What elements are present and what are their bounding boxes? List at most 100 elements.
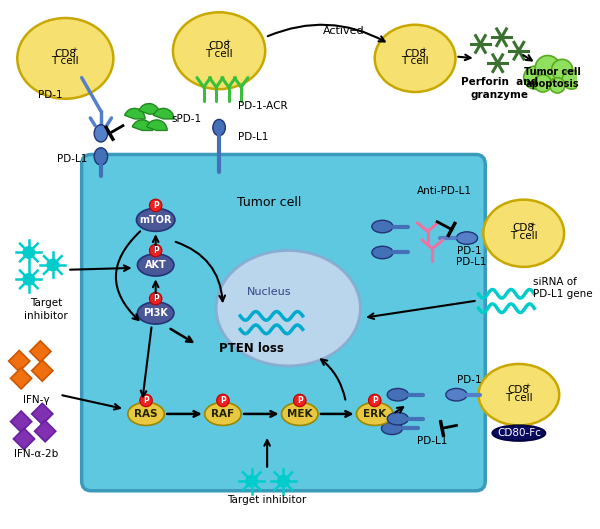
Circle shape [23, 273, 35, 285]
Circle shape [562, 70, 581, 89]
Text: sPD-1: sPD-1 [171, 114, 201, 124]
Circle shape [23, 247, 35, 258]
Circle shape [524, 66, 547, 89]
Text: CD8: CD8 [208, 41, 230, 51]
Ellipse shape [94, 125, 107, 142]
Wedge shape [139, 104, 160, 114]
Text: +: + [224, 39, 231, 45]
Circle shape [550, 78, 565, 93]
Text: Nucleus: Nucleus [247, 287, 291, 297]
Text: PTEN loss: PTEN loss [220, 342, 284, 355]
Text: CD8: CD8 [508, 385, 530, 395]
Ellipse shape [128, 403, 164, 425]
Wedge shape [146, 120, 167, 131]
Circle shape [217, 394, 229, 407]
Circle shape [149, 244, 162, 257]
Ellipse shape [205, 403, 241, 425]
Text: Actived: Actived [323, 26, 365, 37]
Circle shape [551, 59, 572, 80]
Text: granzyme: granzyme [470, 90, 529, 100]
Text: Anti-PD-L1: Anti-PD-L1 [416, 186, 472, 196]
Polygon shape [8, 351, 30, 372]
Text: CD8: CD8 [404, 49, 426, 59]
Text: P: P [297, 396, 302, 405]
Text: RAF: RAF [211, 409, 235, 419]
Ellipse shape [382, 422, 403, 435]
Text: +: + [421, 47, 427, 53]
Polygon shape [32, 360, 53, 381]
Text: T cell: T cell [505, 393, 533, 403]
Ellipse shape [372, 246, 393, 259]
Text: P: P [220, 396, 226, 405]
Text: T cell: T cell [510, 231, 538, 241]
Ellipse shape [136, 208, 175, 231]
Text: PD-1: PD-1 [457, 375, 481, 385]
Ellipse shape [213, 120, 226, 136]
FancyBboxPatch shape [82, 154, 485, 491]
Text: Tumor cell: Tumor cell [524, 67, 581, 77]
Ellipse shape [281, 403, 318, 425]
Polygon shape [30, 341, 51, 362]
Text: RAS: RAS [134, 409, 158, 419]
Circle shape [293, 394, 306, 407]
Text: PD-L1: PD-L1 [417, 436, 448, 446]
Text: Perforin  and: Perforin and [461, 77, 538, 87]
Ellipse shape [94, 148, 107, 165]
Circle shape [534, 75, 551, 92]
Ellipse shape [173, 12, 265, 89]
Text: inhibitor: inhibitor [24, 311, 68, 321]
Text: CD8: CD8 [55, 49, 76, 59]
Ellipse shape [372, 220, 393, 233]
Circle shape [535, 56, 560, 80]
Text: PD-1: PD-1 [457, 245, 481, 256]
Text: T cell: T cell [401, 56, 429, 66]
Circle shape [368, 394, 381, 407]
Text: mTOR: mTOR [139, 215, 172, 225]
Text: +: + [529, 222, 535, 227]
Ellipse shape [479, 364, 559, 425]
Text: PI3K: PI3K [143, 308, 168, 318]
Text: PD-L1 gene: PD-L1 gene [533, 289, 593, 299]
Circle shape [149, 199, 162, 212]
Text: IFN-γ: IFN-γ [23, 395, 50, 405]
Text: P: P [153, 246, 158, 255]
Ellipse shape [137, 254, 174, 276]
Circle shape [149, 293, 162, 305]
Text: siRNA of: siRNA of [533, 277, 577, 287]
Text: PD-L1: PD-L1 [455, 257, 486, 267]
Text: T cell: T cell [52, 56, 79, 66]
Ellipse shape [216, 251, 361, 366]
Polygon shape [32, 403, 53, 424]
Polygon shape [11, 368, 32, 389]
Circle shape [278, 476, 289, 487]
Ellipse shape [387, 388, 409, 401]
Circle shape [47, 259, 59, 271]
Ellipse shape [137, 302, 174, 324]
Polygon shape [13, 428, 35, 450]
Text: P: P [153, 294, 158, 303]
Ellipse shape [387, 413, 409, 425]
Text: ERK: ERK [363, 409, 386, 419]
Text: P: P [143, 396, 149, 405]
Ellipse shape [493, 425, 545, 441]
Text: Target inhibitor: Target inhibitor [227, 495, 307, 505]
Text: +: + [71, 47, 77, 53]
Text: AKT: AKT [145, 260, 167, 270]
Text: MEK: MEK [287, 409, 313, 419]
Wedge shape [154, 108, 174, 119]
Text: CD80-Fc: CD80-Fc [497, 428, 541, 438]
Text: PD-1: PD-1 [38, 90, 62, 100]
Text: IFN-α-2b: IFN-α-2b [14, 449, 59, 459]
Text: PD-1-ACR: PD-1-ACR [238, 102, 288, 112]
Polygon shape [11, 411, 32, 432]
Ellipse shape [446, 388, 467, 401]
Text: Tumor cell: Tumor cell [237, 196, 301, 209]
Polygon shape [35, 421, 56, 442]
Text: apoptosis: apoptosis [526, 79, 580, 89]
Text: P: P [372, 396, 377, 405]
Text: T cell: T cell [205, 49, 233, 59]
Ellipse shape [375, 25, 455, 92]
Circle shape [140, 394, 152, 407]
Wedge shape [132, 120, 153, 131]
Text: +: + [524, 383, 530, 389]
